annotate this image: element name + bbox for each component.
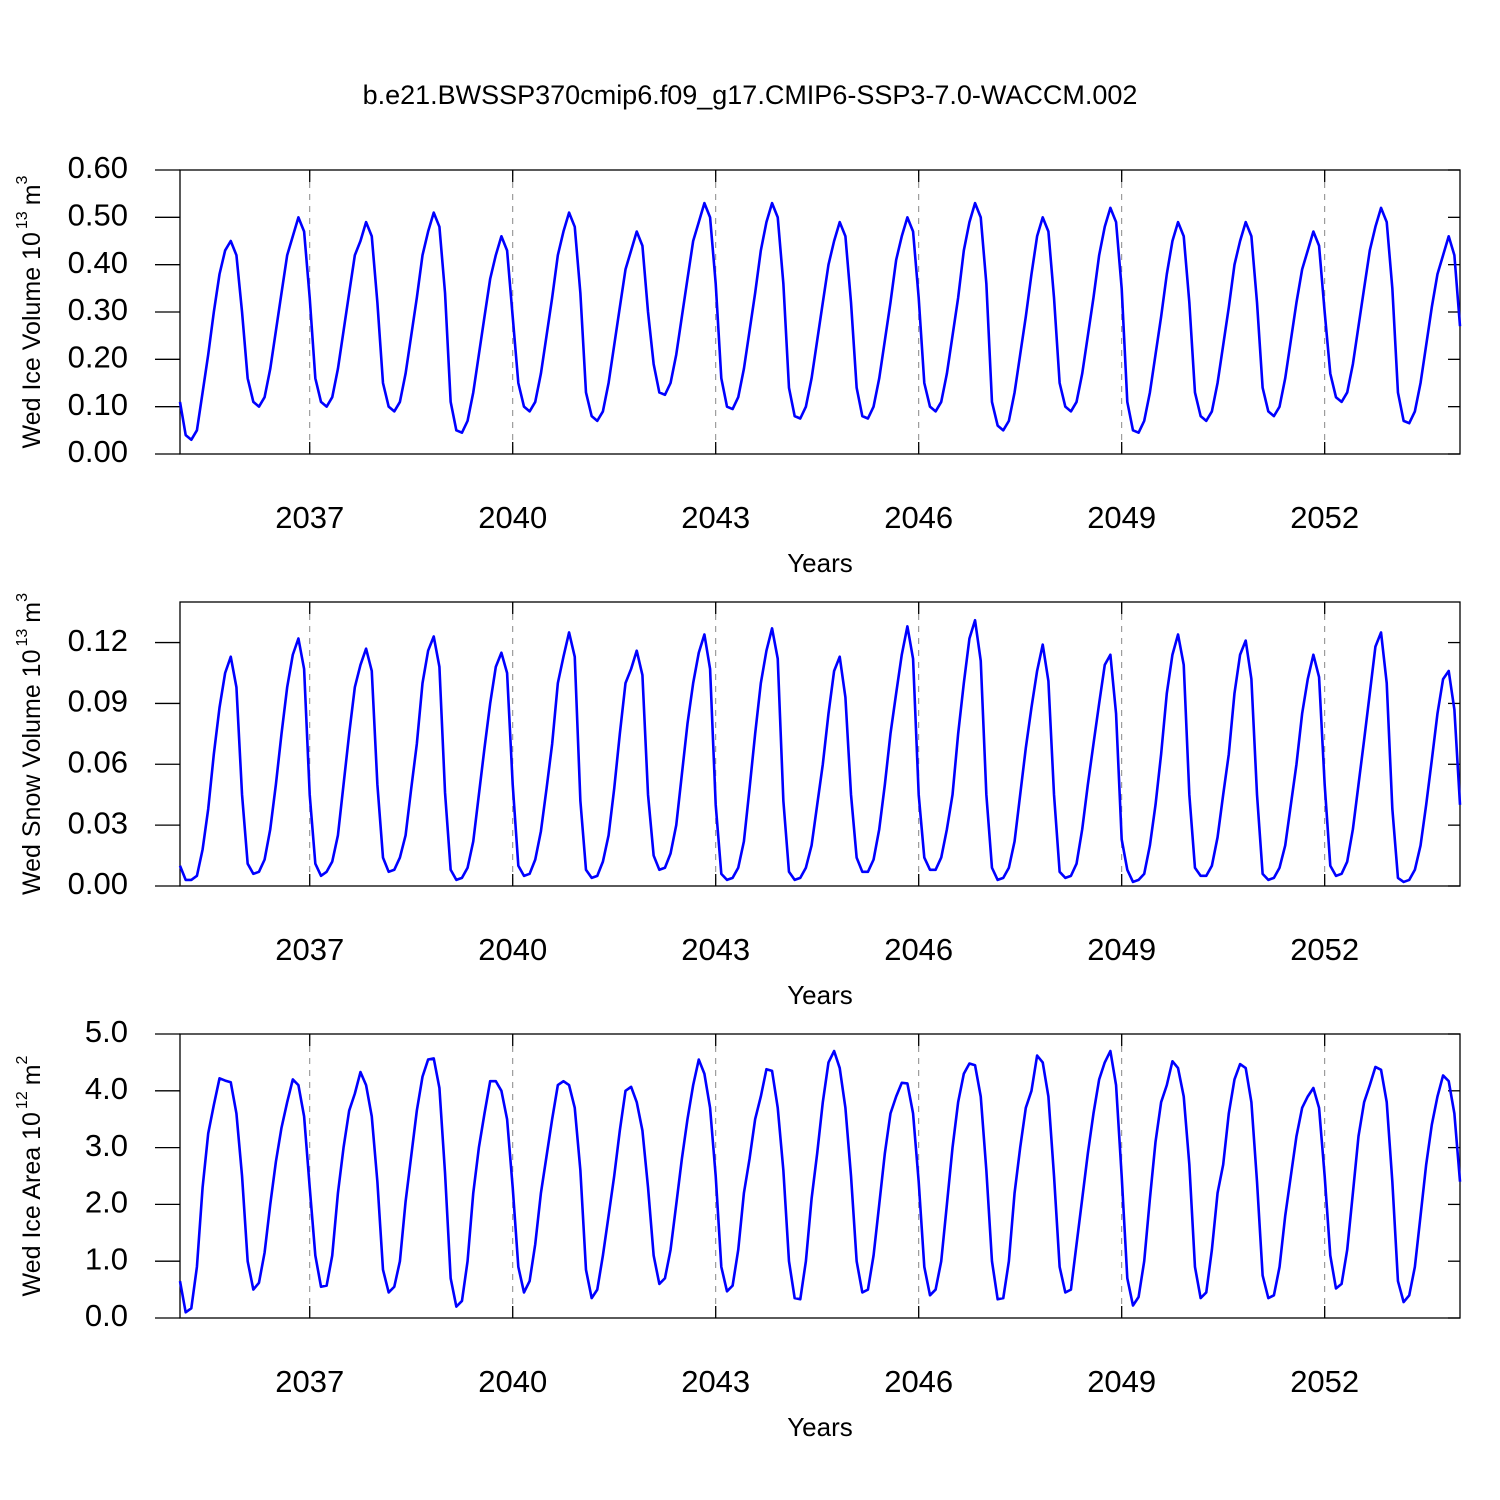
- y-tick-label: 0.06: [68, 744, 128, 779]
- x-tick-label: 2040: [478, 932, 547, 967]
- x-axis-label: Years: [787, 980, 853, 1010]
- y-tick-label: 0.03: [68, 805, 128, 840]
- y-tick-label: 0.10: [68, 387, 128, 422]
- y-tick-label: 3.0: [85, 1128, 128, 1163]
- x-tick-label: 2040: [478, 1364, 547, 1399]
- x-tick-label: 2049: [1087, 1364, 1156, 1399]
- x-tick-label: 2046: [884, 932, 953, 967]
- data-line: [178, 1049, 1462, 1314]
- y-tick-label: 1.0: [85, 1241, 128, 1276]
- y-axis-label-part: 13: [14, 211, 31, 229]
- data-line: [178, 618, 1462, 884]
- x-tick-label: 2046: [884, 500, 953, 535]
- y-tick-label: 4.0: [85, 1071, 128, 1106]
- y-axis-label-part: m: [18, 184, 46, 205]
- data-line: [178, 201, 1462, 442]
- y-axis-label-part: 2: [14, 1055, 31, 1064]
- plot-frame: [179, 601, 1461, 887]
- y-axis-label-part: 13: [14, 629, 31, 647]
- y-tick-label: 0.50: [68, 198, 128, 233]
- y-axis-label-part: Wed Snow Volume 10: [18, 650, 46, 896]
- x-axis-label: Years: [787, 1412, 853, 1442]
- figure-title: b.e21.BWSSP370cmip6.f09_g17.CMIP6-SSP3-7…: [363, 80, 1138, 110]
- x-tick-label: 2043: [681, 500, 750, 535]
- y-tick-label: 0.30: [68, 292, 128, 327]
- x-tick-label: 2052: [1290, 932, 1359, 967]
- y-tick-label: 0.09: [68, 684, 128, 719]
- y-axis-label-part: 3: [14, 593, 31, 602]
- y-axis-label: Wed Ice Volume 10 13 m3: [14, 175, 45, 448]
- x-tick-label: 2043: [681, 932, 750, 967]
- y-tick-label: 0.12: [68, 623, 128, 658]
- x-tick-label: 2040: [478, 500, 547, 535]
- x-tick-label: 2049: [1087, 500, 1156, 535]
- y-axis-label: Wed Snow Volume 10 13 m3: [14, 593, 45, 895]
- y-axis-label: Wed Ice Area 10 12 m2: [14, 1055, 45, 1296]
- x-tick-label: 2043: [681, 1364, 750, 1399]
- y-tick-label: 5.0: [85, 1014, 128, 1049]
- y-tick-label: 2.0: [85, 1185, 128, 1220]
- x-tick-label: 2052: [1290, 500, 1359, 535]
- y-tick-label: 0.60: [68, 150, 128, 185]
- x-tick-label: 2037: [275, 500, 344, 535]
- y-axis-label-part: 3: [14, 175, 31, 184]
- y-tick-label: 0.00: [68, 434, 128, 469]
- y-axis-label-part: Wed Ice Volume 10: [18, 232, 46, 448]
- y-axis-label-part: m: [18, 602, 46, 623]
- x-tick-label: 2037: [275, 1364, 344, 1399]
- panel: 2037 2040 2043 2046 2049 2052 0.00 0.03 0.06 0.09…: [14, 593, 1462, 1010]
- panel: 2037 2040 2043 2046 2049 2052 0.0 1.0 2.0 3.0 4.0 5…: [14, 1014, 1462, 1442]
- y-axis-label-part: Wed Ice Area 10: [18, 1112, 46, 1296]
- x-axis-label: Years: [787, 548, 853, 578]
- x-tick-label: 2049: [1087, 932, 1156, 967]
- x-tick-label: 2037: [275, 932, 344, 967]
- y-axis-label-part: 12: [14, 1091, 31, 1109]
- plot-frame: [179, 1033, 1461, 1319]
- y-axis-label-part: m: [18, 1064, 46, 1085]
- y-tick-label: 0.40: [68, 245, 128, 280]
- x-tick-label: 2052: [1290, 1364, 1359, 1399]
- x-tick-label: 2046: [884, 1364, 953, 1399]
- y-tick-label: 0.0: [85, 1298, 128, 1333]
- y-tick-label: 0.00: [68, 866, 128, 901]
- y-tick-label: 0.20: [68, 340, 128, 375]
- panel: 2037 2040 2043 2046 2049 2052 0.00 0.10 0.20 0.30…: [14, 150, 1462, 578]
